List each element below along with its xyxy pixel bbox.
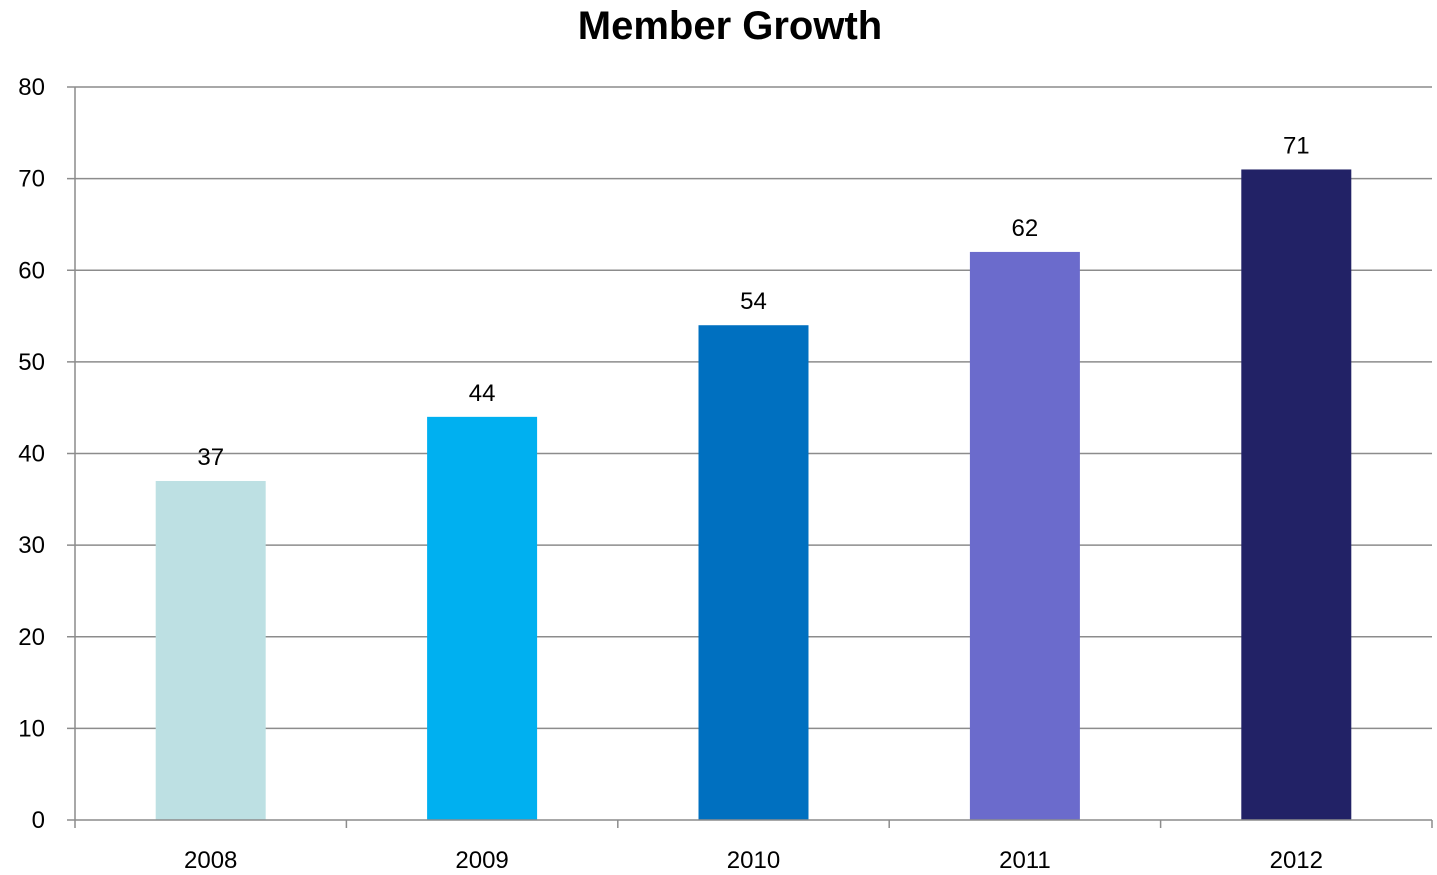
x-tick-label: 2012 (1270, 847, 1323, 874)
y-tick-label: 10 (18, 715, 45, 742)
y-tick-label: 0 (32, 807, 45, 834)
y-tick-label: 40 (18, 441, 45, 468)
data-label: 54 (740, 288, 767, 315)
chart-title: Member Growth (577, 4, 883, 48)
y-tick-label: 20 (18, 624, 45, 651)
x-tick-label: 2010 (727, 847, 780, 874)
x-tick-label: 2009 (455, 847, 508, 874)
data-label: 62 (1012, 215, 1039, 242)
data-label: 71 (1283, 132, 1310, 159)
bars (155, 169, 1352, 821)
data-label: 37 (197, 444, 224, 471)
bar-2010 (698, 325, 809, 820)
y-tick-label: 30 (18, 532, 45, 559)
x-tick-label: 2011 (999, 847, 1051, 874)
x-tick-label: 2008 (184, 847, 237, 874)
axes (67, 86, 1433, 828)
labels: 0 10 20 30 40 50 60 70 80 37 2008 44 2009 54 2010 62 201… (18, 74, 1323, 874)
bar-2008 (155, 480, 266, 820)
bar-2009 (427, 416, 538, 820)
bar-2011 (969, 251, 1080, 821)
y-tick-label: 80 (18, 74, 45, 101)
data-label: 44 (469, 380, 496, 407)
y-tick-label: 50 (18, 349, 45, 376)
bar-2012 (1241, 169, 1352, 820)
y-tick-label: 60 (18, 257, 45, 284)
y-tick-label: 70 (18, 166, 45, 193)
